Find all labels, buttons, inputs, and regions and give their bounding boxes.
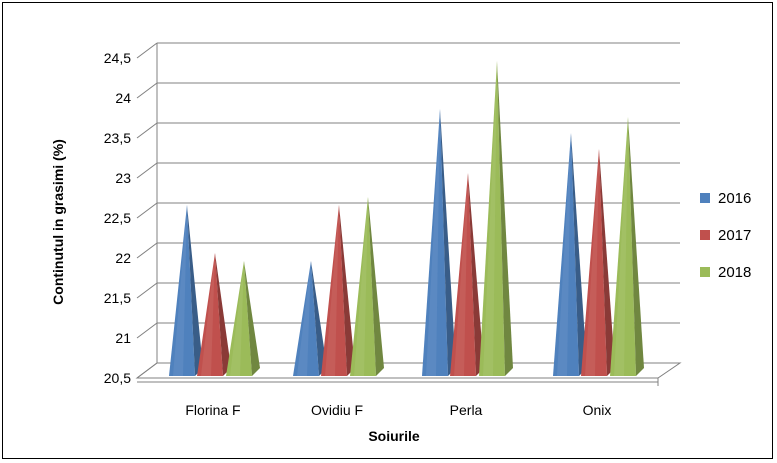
bar-side-face (244, 261, 260, 376)
bar (450, 173, 484, 376)
bar (479, 61, 513, 376)
x-tick-label: Onix (583, 402, 612, 418)
bar (350, 197, 384, 376)
bar-side-face (368, 197, 384, 376)
bar-side-face (497, 61, 513, 376)
bar-side-face (628, 117, 644, 376)
y-tick-label: 22 (115, 250, 131, 266)
bar-side-face (440, 109, 456, 376)
bar (226, 261, 260, 376)
bar (321, 205, 355, 376)
bar-side-face (468, 173, 484, 376)
bar-highlight (325, 205, 339, 376)
chart-walls (135, 43, 682, 386)
x-tick-label: Ovidiu F (311, 402, 363, 418)
gridline-side (136, 362, 158, 379)
gridline-side (136, 282, 158, 299)
legend-label: 2017 (718, 227, 751, 244)
bar (422, 109, 456, 376)
y-tick-label: 23 (115, 170, 131, 186)
gridline-side (136, 202, 158, 219)
bar-highlight (426, 109, 440, 376)
bar-highlight (230, 261, 244, 376)
bar-highlight (585, 149, 599, 376)
legend-swatch (700, 267, 710, 277)
bar (293, 261, 327, 376)
y-tick-label: 22,5 (104, 210, 131, 226)
bar-highlight (173, 205, 187, 376)
bar-side-face (215, 253, 231, 376)
legend-swatch (700, 230, 710, 240)
bar-highlight (201, 253, 215, 376)
x-tick-label: Perla (450, 402, 483, 418)
gridline-side (136, 242, 158, 259)
bar (553, 133, 587, 376)
gridline-side (136, 82, 158, 99)
chart-frame (2, 2, 773, 459)
bar-side-face (339, 205, 355, 376)
x-axis-title: Soiurile (368, 428, 420, 444)
gridline-side (136, 122, 158, 139)
y-tick-label: 20,5 (104, 370, 131, 386)
bar-highlight (557, 133, 571, 376)
legend: 2016 2017 2018 (700, 190, 751, 281)
bar (169, 205, 203, 376)
y-tick-label: 21,5 (104, 290, 131, 306)
x-tick-label: Florina F (185, 402, 240, 418)
legend-label: 2018 (718, 264, 751, 281)
bar-side-face (311, 261, 327, 376)
gridline-side (136, 322, 158, 339)
legend-label: 2016 (718, 190, 751, 207)
y-tick-label: 21 (115, 330, 131, 346)
gridline-side (136, 162, 158, 179)
gridline-side (136, 42, 158, 59)
y-tick-label: 23,5 (104, 130, 131, 146)
bar-side-face (187, 205, 203, 376)
y-tick-label: 24 (115, 90, 131, 106)
bar-side-face (599, 149, 615, 376)
bar (610, 117, 644, 376)
legend-swatch (700, 193, 710, 203)
bar (581, 149, 615, 376)
bar (197, 253, 231, 376)
y-axis-title: Continutul in grasimi (%) (50, 139, 66, 305)
y-tick-label: 24,5 (104, 50, 131, 66)
bar-highlight (454, 173, 468, 376)
bar-highlight (354, 197, 368, 376)
bar-highlight (297, 261, 311, 376)
bars (169, 61, 644, 376)
bar-highlight (483, 61, 497, 376)
bar-highlight (614, 117, 628, 376)
bar-side-face (571, 133, 587, 376)
y-tick-labels: 20,5 21 21,5 22 22,5 23 23,5 24 24,5 (104, 50, 131, 386)
x-tick-labels: Florina F Ovidiu F Perla Onix (185, 402, 611, 418)
